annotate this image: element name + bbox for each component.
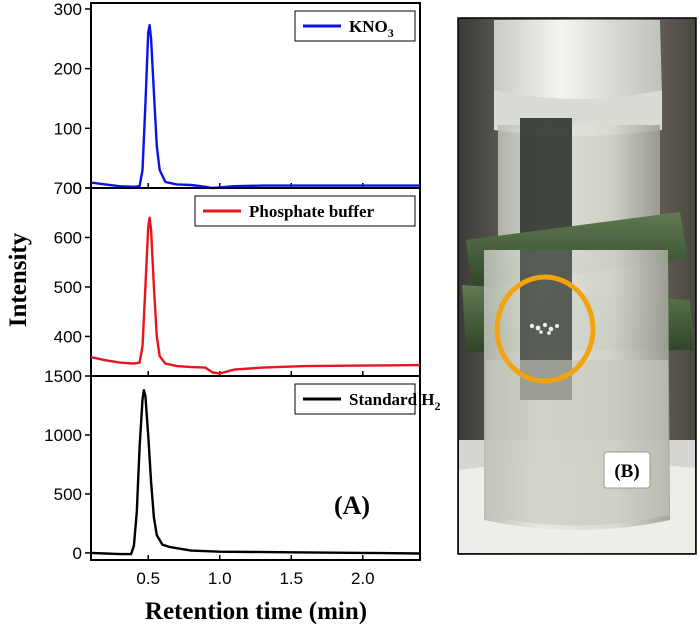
x-tick-label: 1.0 bbox=[208, 569, 232, 588]
y-tick-label-kno3: 0 bbox=[73, 179, 82, 198]
x-tick-label: 0.5 bbox=[136, 569, 160, 588]
series-line-phosphate bbox=[90, 216, 421, 375]
legend-subscript-kno3: 3 bbox=[388, 26, 394, 40]
y-tick-label-kno3: 100 bbox=[54, 119, 82, 138]
x-tick-label: 1.5 bbox=[279, 569, 303, 588]
legend-label-standard-h2: Standard H2 bbox=[349, 390, 441, 413]
legend-label-phosphate: Phosphate buffer bbox=[249, 202, 375, 221]
y-tick-label-phosphate: 700 bbox=[54, 179, 82, 198]
series-line-standard-h2 bbox=[90, 389, 421, 556]
chromatogram-chart: 0 100 200 300 KNO3 400 500 600 700 Phosphate buff… bbox=[44, 0, 440, 588]
vial-photo: (B) bbox=[457, 17, 697, 555]
x-axis-title: Retention time (min) bbox=[145, 598, 367, 625]
y-tick-label-standard-h2: 500 bbox=[54, 485, 82, 504]
y-tick-label-phosphate: 500 bbox=[54, 278, 82, 297]
y-axis-title: Intensity bbox=[5, 232, 32, 327]
legend-box-standard-h2 bbox=[294, 383, 416, 415]
y-tick-label-kno3: 300 bbox=[54, 0, 82, 19]
y-tick-label-phosphate: 400 bbox=[54, 327, 82, 346]
x-tick-label: 2.0 bbox=[351, 569, 375, 588]
y-tick-label-standard-h2: 1500 bbox=[44, 367, 82, 386]
y-tick-label-standard-h2: 0 bbox=[73, 544, 82, 563]
panel-frame-standard-h2 bbox=[90, 375, 421, 561]
series-line-kno3 bbox=[90, 23, 420, 190]
photo-label-b: (B) bbox=[614, 461, 639, 482]
y-tick-label-standard-h2: 1000 bbox=[44, 426, 82, 445]
panel-label-a: (A) bbox=[334, 491, 370, 520]
legend-label-kno3: KNO3 bbox=[349, 17, 394, 40]
y-tick-label-kno3: 200 bbox=[54, 60, 82, 79]
legend-subscript-standard-h2: 2 bbox=[435, 399, 441, 413]
y-tick-label-phosphate: 600 bbox=[54, 228, 82, 247]
